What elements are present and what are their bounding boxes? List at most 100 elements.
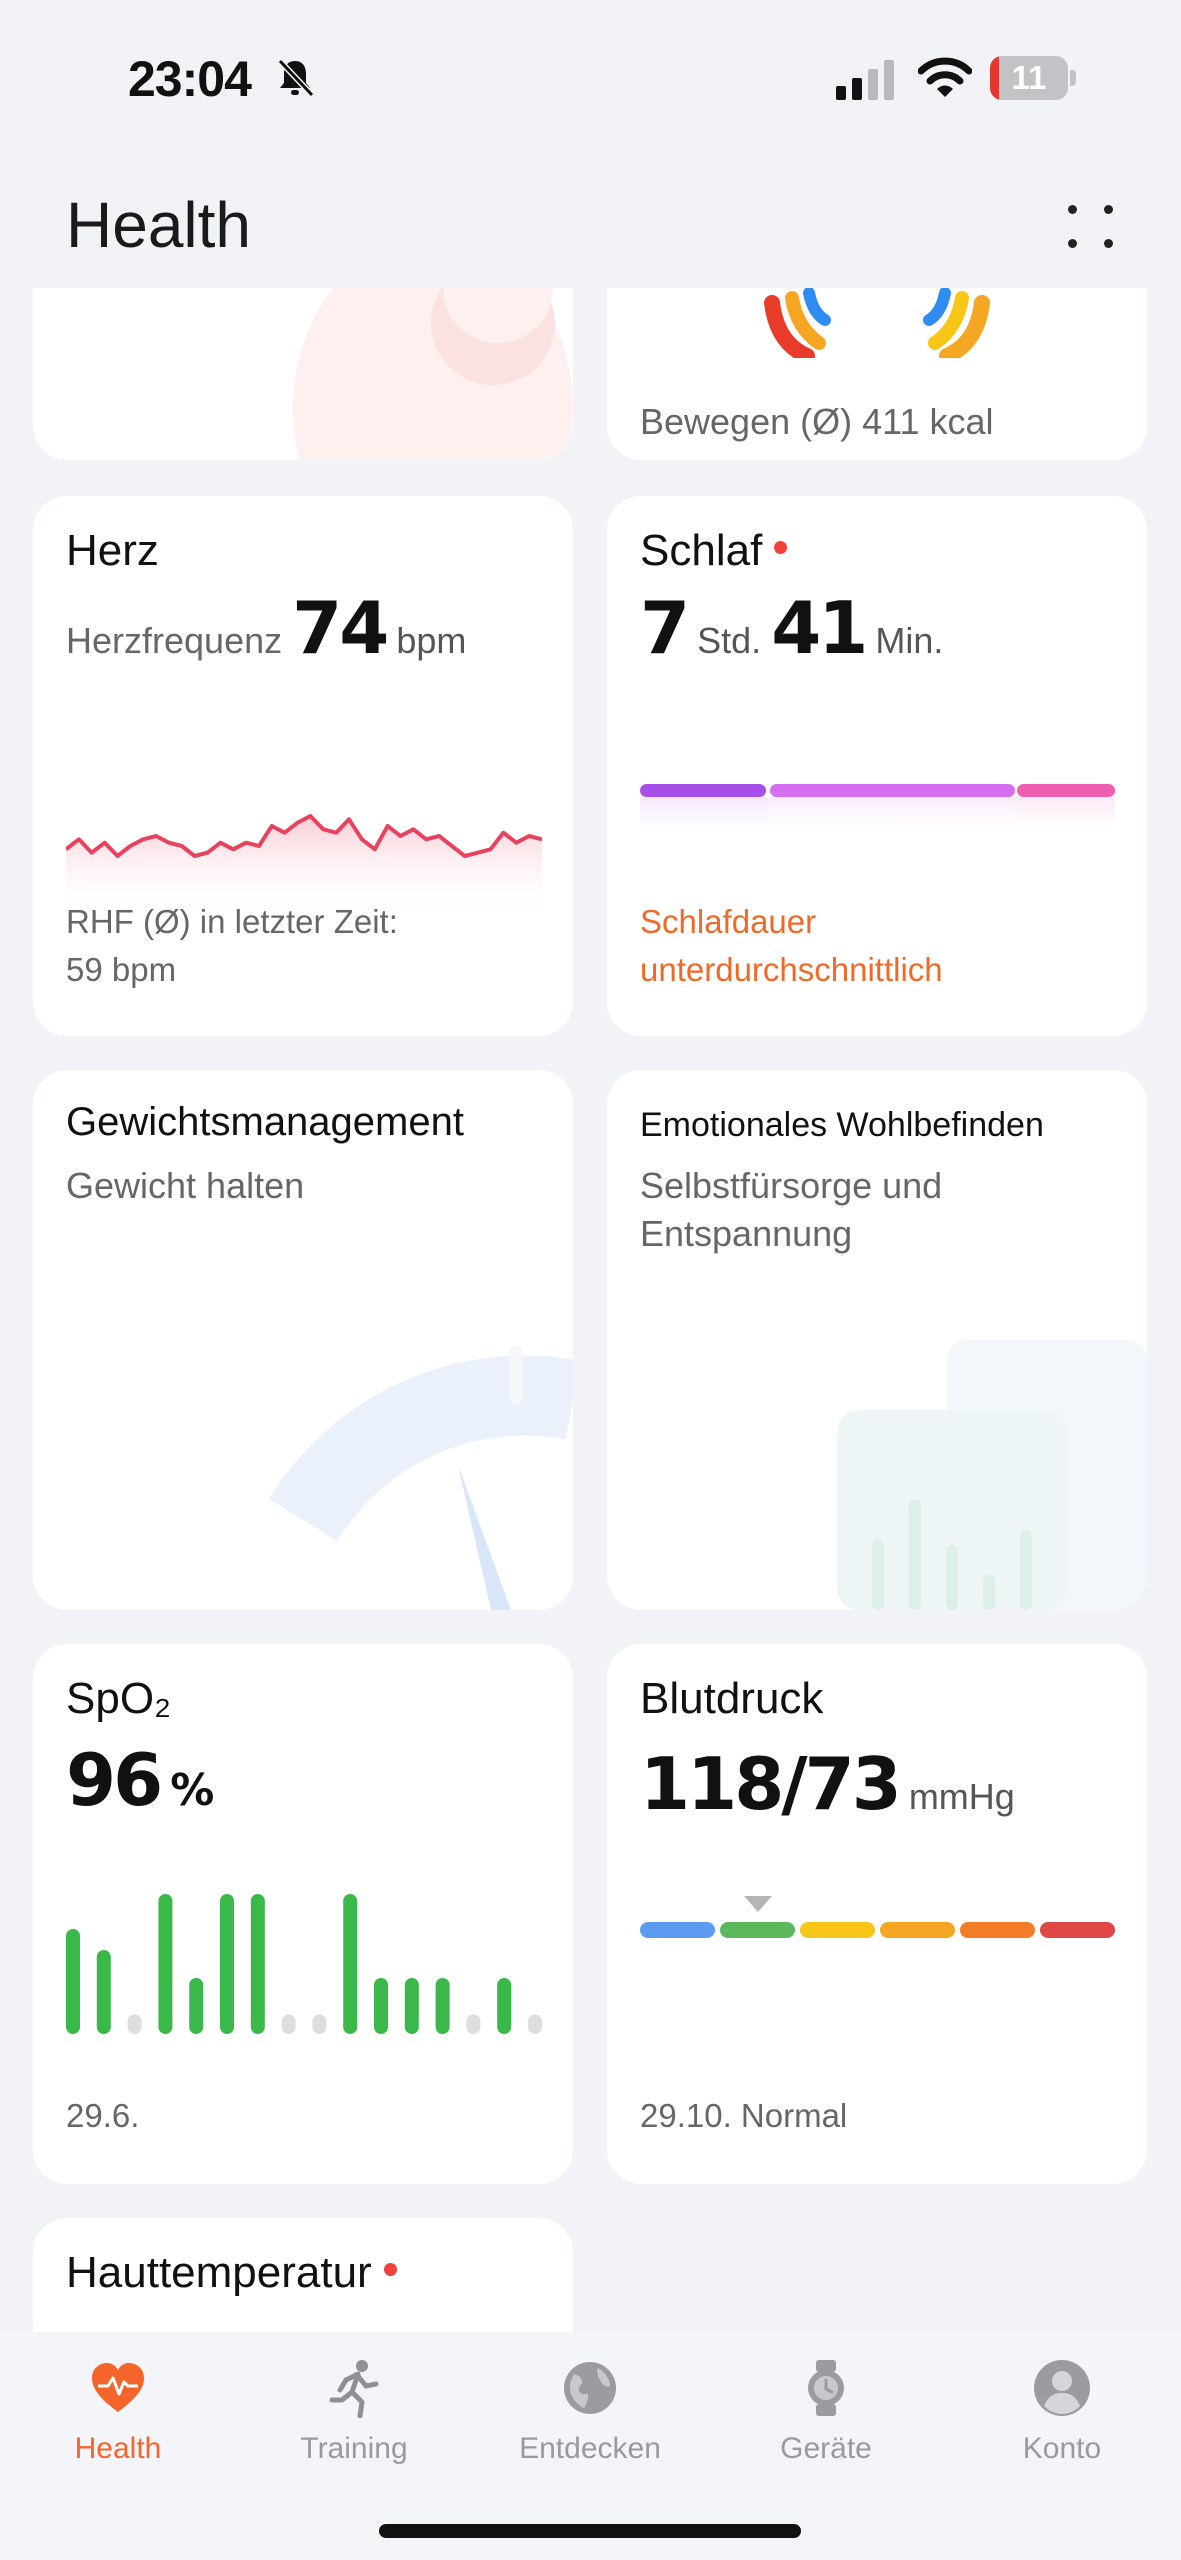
dashboard-scroll[interactable]: Bewegen (Ø) 411 kcal Herz Herzfrequenz 7… bbox=[0, 288, 1181, 2332]
notification-dot bbox=[383, 2262, 397, 2276]
card-emotional-wellbeing[interactable]: Emotionales Wohlbefinden Selbstfürsorge … bbox=[607, 1070, 1147, 1610]
sleep-stage-shadow bbox=[1015, 797, 1115, 827]
globe-icon bbox=[564, 2362, 616, 2414]
card-weight[interactable]: Gewichtsmanagement Gewicht halten bbox=[33, 1070, 573, 1610]
tab-devices[interactable]: Geräte bbox=[708, 2358, 944, 2488]
sleep-assessment-line2: unterdurchschnittlich bbox=[640, 951, 943, 988]
decorative-illustration bbox=[293, 288, 573, 460]
spo2-bar bbox=[374, 1978, 388, 2034]
spo2-value: 96 bbox=[66, 1738, 163, 1822]
spo2-bar bbox=[497, 1978, 512, 2034]
person-icon bbox=[1034, 2360, 1090, 2416]
blood-pressure-unit: mmHg bbox=[908, 1776, 1015, 1817]
bp-marker-icon bbox=[743, 1896, 772, 1912]
heart-rate-label: Herzfrequenz bbox=[66, 620, 283, 661]
sleep-minutes: 41 bbox=[771, 586, 868, 670]
battery-indicator: 11 bbox=[990, 56, 1076, 100]
card-title: Herz bbox=[66, 526, 159, 575]
sleep-stage-shadow bbox=[768, 797, 1016, 827]
blood-pressure-reading: 118/73 mmHg bbox=[640, 1744, 1015, 1837]
emotion-subtitle-line2: Entspannung bbox=[640, 1213, 853, 1254]
sleep-hours: 7 bbox=[640, 586, 690, 670]
heart-rate-line bbox=[66, 814, 542, 858]
card-skin-temperature[interactable]: Hauttemperatur bbox=[33, 2218, 573, 2332]
bp-scale-segment bbox=[1040, 1922, 1115, 1938]
spo2-bar bbox=[466, 2014, 481, 2034]
blood-pressure-status: 29.10. Normal bbox=[640, 2097, 848, 2134]
tab-label: Training bbox=[300, 2432, 408, 2465]
tab-training[interactable]: Training bbox=[236, 2358, 472, 2488]
dot-icon bbox=[1068, 239, 1077, 248]
tab-discover[interactable]: Entdecken bbox=[472, 2358, 708, 2488]
status-time: 23:04 bbox=[128, 51, 252, 107]
card-title: Gewichtsmanagement bbox=[66, 1100, 464, 1144]
battery-percentage: 11 bbox=[1011, 59, 1047, 96]
spo2-bar bbox=[96, 1950, 111, 2034]
spo2-bar bbox=[528, 2014, 542, 2034]
card-top-left[interactable] bbox=[33, 288, 573, 460]
tab-label: Entdecken bbox=[519, 2432, 661, 2465]
spo2-reading: 96 % bbox=[66, 1738, 214, 1833]
card-title-text: Schlaf bbox=[640, 526, 763, 575]
card-title: Schlaf bbox=[640, 526, 788, 576]
running-icon bbox=[329, 2360, 379, 2418]
sleep-stage-segment bbox=[1017, 784, 1115, 797]
card-title: SpO₂ bbox=[66, 1674, 172, 1723]
spo2-bar bbox=[250, 1894, 265, 2034]
bp-scale-segment bbox=[640, 1922, 715, 1938]
cellular-signal-icon bbox=[836, 60, 894, 100]
watch-icon bbox=[808, 2360, 844, 2416]
emotion-illustration bbox=[837, 1340, 1147, 1610]
resting-heart-rate-label: RHF (Ø) in letzter Zeit: bbox=[66, 903, 398, 940]
heart-icon bbox=[92, 2363, 144, 2412]
notification-dot bbox=[774, 540, 788, 554]
heart-rate-area bbox=[66, 816, 542, 916]
card-title: Hauttemperatur bbox=[66, 2248, 397, 2298]
sleep-stage-segment bbox=[770, 784, 1016, 797]
wifi-icon bbox=[918, 57, 972, 97]
sleep-assessment-line1: Schlafdauer bbox=[640, 903, 817, 940]
spo2-bar bbox=[66, 1929, 80, 2034]
bp-scale-segment bbox=[960, 1922, 1035, 1938]
status-bar: 23:04 11 bbox=[0, 0, 1181, 150]
card-heart[interactable]: Herz Herzfrequenz 74 bpm RHF (Ø) in letz… bbox=[33, 496, 573, 1036]
spo2-bar bbox=[343, 1894, 358, 2034]
activity-summary: Bewegen (Ø) 411 kcal bbox=[640, 401, 994, 442]
tab-account[interactable]: Konto bbox=[944, 2358, 1180, 2488]
weight-gauge-illustration bbox=[268, 1345, 573, 1610]
resting-heart-rate-value: 59 bpm bbox=[66, 951, 177, 988]
sleep-hours-unit: Std. bbox=[697, 620, 762, 661]
card-sleep[interactable]: Schlaf 7 Std. 41 Min. Schlafdauer unterd… bbox=[607, 496, 1147, 1036]
spo2-bar bbox=[220, 1894, 234, 2034]
bottom-tab-bar: Health Training Entdecken Geräte bbox=[0, 2332, 1181, 2560]
heart-rate-row: Herzfrequenz 74 bpm bbox=[66, 588, 466, 681]
home-indicator[interactable] bbox=[379, 2524, 801, 2538]
spo2-bar bbox=[312, 2014, 327, 2034]
heart-rate-value: 74 bbox=[292, 586, 389, 670]
sleep-duration: 7 Std. 41 Min. bbox=[640, 588, 943, 681]
heart-rate-chart bbox=[66, 814, 542, 916]
card-title-text: Hauttemperatur bbox=[66, 2248, 372, 2297]
dot-icon bbox=[1104, 205, 1113, 214]
spo2-unit: % bbox=[170, 1765, 214, 1816]
page-title: Health bbox=[66, 189, 251, 261]
bp-scale-segment bbox=[800, 1922, 875, 1938]
blood-pressure-scale bbox=[640, 1894, 1115, 1944]
card-blood-pressure[interactable]: Blutdruck 118/73 mmHg 29.10. Normal bbox=[607, 1644, 1147, 2184]
spo2-bar bbox=[435, 1978, 450, 2034]
dot-icon bbox=[1068, 205, 1077, 214]
bell-muted-icon bbox=[277, 58, 315, 98]
tab-label: Health bbox=[74, 2432, 162, 2465]
bp-scale-segment bbox=[880, 1922, 955, 1938]
more-options-button[interactable] bbox=[1060, 195, 1122, 257]
tab-health[interactable]: Health bbox=[0, 2358, 236, 2488]
emotion-subtitle-line1: Selbstfürsorge und bbox=[640, 1165, 943, 1206]
spo2-bar bbox=[281, 2014, 296, 2034]
spo2-bar-chart bbox=[66, 1894, 542, 2034]
card-spo2[interactable]: SpO₂ 96 % 29.6. bbox=[33, 1644, 573, 2184]
activity-rings-icon bbox=[764, 288, 990, 358]
dot-icon bbox=[1104, 239, 1113, 248]
card-activity[interactable]: Bewegen (Ø) 411 kcal bbox=[607, 288, 1147, 460]
card-title: Emotionales Wohlbefinden bbox=[640, 1106, 1044, 1144]
sleep-stage-bar bbox=[640, 784, 1115, 834]
